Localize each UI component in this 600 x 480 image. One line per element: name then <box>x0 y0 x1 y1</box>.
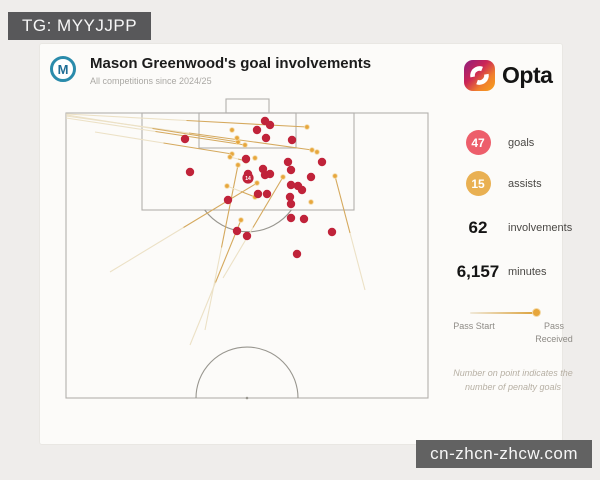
goals-label: goals <box>508 136 535 149</box>
assists-label: assists <box>508 177 542 190</box>
card-header: M Mason Greenwood's goal involvements Al… <box>50 55 372 86</box>
assists-count-badge: 15 <box>465 171 491 196</box>
stats-panel: 47 goals 15 assists 62 involvements 6,15… <box>452 130 576 298</box>
stat-row-goals: 47 goals <box>452 130 576 155</box>
page-subtitle: All competitions since 2024/25 <box>90 75 212 86</box>
opta-logo-icon <box>464 60 495 91</box>
club-crest-icon: M <box>50 56 76 82</box>
penalty-note: Number on point indicates the number of … <box>453 368 573 393</box>
involvements-label: involvements <box>508 222 573 234</box>
involvements-count: 62 <box>468 218 488 237</box>
goals-count-badge: 47 <box>465 130 491 155</box>
opta-logo: Opta <box>464 60 553 91</box>
stat-row-involvements: 62 involvements <box>452 218 576 238</box>
minutes-label: minutes <box>508 266 547 278</box>
minutes-count: 6,157 <box>456 262 500 281</box>
stat-row-assists: 15 assists <box>452 171 576 196</box>
pass-start-label: Pass Start <box>453 321 495 331</box>
page-title: Mason Greenwood's goal involvements <box>90 55 372 72</box>
pass-gradient-line <box>470 312 536 314</box>
opta-brand-label: Opta <box>502 62 553 88</box>
watermark-top-left: TG: MYYJJPP <box>8 12 152 40</box>
pass-received-dot-icon <box>532 308 541 317</box>
watermark-bottom-right: cn-zhcn-zhcw.com <box>416 440 592 468</box>
stat-row-minutes: 6,157 minutes <box>452 262 576 282</box>
club-crest-letter: M <box>57 61 69 77</box>
pass-received-label: Pass Received <box>535 321 573 345</box>
